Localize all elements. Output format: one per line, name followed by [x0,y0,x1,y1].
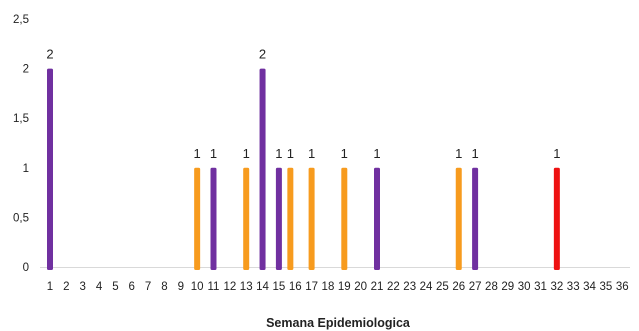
data-label-week-27: 1 [471,146,478,161]
y-tick-label: 0,5 [13,212,29,224]
x-tick-label: 2 [63,281,69,293]
x-tick-label: 21 [371,281,384,293]
data-label-week-1: 2 [46,47,53,62]
x-tick-label: 16 [289,281,302,293]
x-tick-label: 1 [47,281,53,293]
data-label-week-16: 1 [287,146,294,161]
bar-week-32 [553,167,560,270]
bar-week-27 [472,167,479,270]
bars [47,68,560,270]
x-tick-label: 33 [567,281,580,293]
y-tick-label: 0 [23,262,29,274]
x-tick-label: 4 [96,281,103,293]
data-label-week-32: 1 [553,146,560,161]
bar-week-13 [243,167,250,270]
x-tick-label: 29 [501,281,514,293]
x-tick-label: 24 [420,281,433,293]
data-label-week-11: 1 [210,146,217,161]
bar-week-19 [341,167,348,270]
bar-week-15 [275,167,282,270]
data-label-week-13: 1 [243,146,250,161]
x-tick-label: 11 [208,281,220,293]
x-tick-label: 5 [112,281,118,293]
x-tick-label: 26 [452,281,465,293]
bar-week-16 [287,167,294,270]
x-tick-label: 9 [178,281,184,293]
x-tick-label: 7 [145,281,151,293]
data-label-week-10: 1 [194,146,201,161]
bar-week-10 [194,167,201,270]
bar-week-1 [47,68,53,270]
x-tick-label: 6 [129,281,135,293]
bar-week-26 [455,167,462,270]
y-tick-label: 1,5 [13,113,29,125]
x-tick-label: 10 [191,281,204,293]
x-tick-label: 25 [436,281,449,293]
x-tick-label: 3 [79,281,85,293]
x-tick-label: 19 [338,281,351,293]
y-tick-label: 2 [23,64,29,76]
x-axis: 1 2 3 4 5 6 7 8 9 10 11 12 13 14 15 16 17 18 19 20 21 22 23 24 2… [40,267,630,293]
data-label-week-14: 2 [259,47,266,62]
x-tick-label: 27 [469,281,482,293]
x-tick-label: 34 [583,281,596,293]
x-tick-label: 23 [403,281,416,293]
x-axis-title: Semana Epidemiologica [266,316,411,330]
x-tick-label: 15 [273,281,286,293]
data-labels: 21 1 121 1 1 1 1 1 1 1 [46,47,560,161]
y-tick-label: 1 [23,163,29,175]
data-label-week-19: 1 [341,146,348,161]
bar-week-14 [259,68,266,270]
x-tick-label: 22 [387,281,400,293]
y-axis: 0 0,5 1 1,5 2 2,5 [13,14,29,274]
data-label-week-21: 1 [373,146,380,161]
x-tick-label: 36 [616,281,629,293]
x-tick-label: 28 [485,281,498,293]
x-tick-label: 18 [322,281,335,293]
x-tick-label: 12 [223,281,236,293]
x-tick-label: 8 [161,281,167,293]
x-tick-label: 14 [256,281,269,293]
data-label-week-15: 1 [275,146,282,161]
bar-week-11 [210,167,217,270]
x-tick-label: 35 [600,281,613,293]
x-tick-label: 20 [354,281,367,293]
data-label-week-26: 1 [455,146,462,161]
x-tick-label: 31 [534,281,547,293]
x-tick-label: 30 [518,281,531,293]
x-tick-label: 32 [550,281,563,293]
x-tick-label: 17 [305,281,318,293]
y-tick-label: 2,5 [13,14,29,26]
data-label-week-17: 1 [308,146,315,161]
x-tick-label: 13 [240,281,253,293]
bar-week-21 [374,167,380,270]
bar-week-17 [308,167,315,270]
